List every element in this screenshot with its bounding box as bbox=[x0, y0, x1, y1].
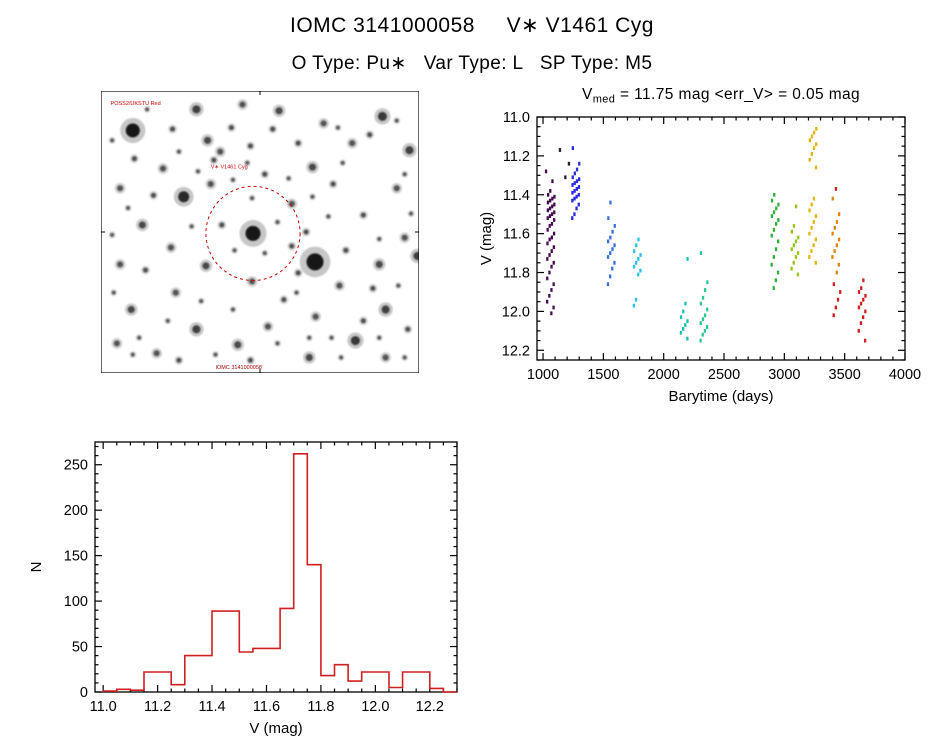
lc-frame bbox=[536, 116, 906, 361]
lc-xtick-label: 1000 bbox=[527, 367, 559, 383]
lc-xtick-label: 3000 bbox=[768, 367, 800, 383]
lc-cluster bbox=[679, 257, 689, 341]
lc-cluster bbox=[544, 169, 556, 316]
hist-ytick-label: 0 bbox=[80, 685, 88, 701]
lc-xtick-label: 1500 bbox=[587, 367, 619, 383]
lc-cluster bbox=[831, 196, 841, 275]
lc-xtick-label: 3500 bbox=[829, 367, 861, 383]
hist-ytick-label: 250 bbox=[64, 458, 88, 474]
hist-xtick-label: 11.2 bbox=[144, 699, 171, 715]
histogram-plot: 11.0 11.2 11.4 11.6 11.8 12.0 12.2 0 50 100 150 200… bbox=[28, 441, 458, 737]
lc-axes: 1000 1500 2000 2500 3000 3500 4000 11.0 11.2 11.4… bbox=[502, 110, 921, 383]
lc-xaxis-label: Barytime (days) bbox=[668, 388, 773, 405]
hist-xtick-label: 11.4 bbox=[198, 699, 225, 715]
lc-point bbox=[558, 148, 562, 152]
hist-axes: 11.0 11.2 11.4 11.6 11.8 12.0 12.2 0 50 100 150 200… bbox=[64, 441, 458, 715]
lc-ytick-label: 12.2 bbox=[502, 343, 530, 359]
page-title: IOMC 3141000058 V∗ V1461 Cyg bbox=[290, 14, 654, 37]
target-circle bbox=[205, 185, 301, 281]
hist-step-outline bbox=[102, 453, 457, 693]
lc-point bbox=[567, 161, 571, 166]
lc-cluster bbox=[832, 187, 842, 318]
lc-ytick-label: 11.2 bbox=[503, 149, 530, 165]
lc-xtick-label: 2500 bbox=[708, 367, 740, 383]
lc-cluster bbox=[699, 251, 709, 343]
starfield bbox=[108, 99, 419, 365]
lc-cluster bbox=[857, 278, 867, 343]
hist-xtick-label: 12.2 bbox=[416, 699, 444, 715]
lc-xtick-label: 2000 bbox=[648, 367, 680, 383]
hist-xaxis-label: V (mag) bbox=[249, 720, 302, 737]
hist-ytick-label: 150 bbox=[64, 549, 88, 565]
lc-ytick-label: 11.8 bbox=[503, 266, 530, 282]
finding-chart-annotation: IOMC 3141000058 bbox=[215, 365, 261, 371]
lightcurve-plot: 1000 1500 2000 2500 3000 3500 4000 11.0 11.2 11.4… bbox=[478, 86, 921, 405]
lc-ytick-label: 11.0 bbox=[503, 110, 530, 126]
lc-ytick-label: 11.4 bbox=[503, 188, 530, 204]
lc-point bbox=[564, 175, 567, 180]
finding-chart: POSS2/UKSTU Red V∗ V1461 Cyg IOMC 31410000… bbox=[101, 91, 419, 373]
hist-xtick-label: 11.0 bbox=[90, 699, 117, 715]
finding-chart-annotation: POSS2/UKSTU Red bbox=[111, 101, 161, 107]
lc-cluster bbox=[808, 126, 818, 265]
lc-cluster bbox=[790, 204, 800, 277]
page-subtitle: O Type: Pu∗ Var Type: L SP Type: M5 bbox=[291, 53, 653, 74]
lc-cluster bbox=[632, 237, 642, 308]
lc-points bbox=[544, 126, 867, 343]
lightcurve-title: Vmed = 11.75 mag <err_V> = 0.05 mag bbox=[582, 86, 860, 106]
lc-cluster bbox=[606, 200, 616, 287]
lc-cluster bbox=[770, 192, 780, 290]
hist-ytick-label: 200 bbox=[64, 503, 88, 519]
hist-xtick-label: 11.6 bbox=[253, 699, 280, 715]
lc-xtick-label: 4000 bbox=[889, 367, 921, 383]
lc-cluster bbox=[571, 146, 581, 220]
lc-yaxis-label: V (mag) bbox=[478, 212, 495, 265]
hist-xtick-label: 12.0 bbox=[361, 699, 389, 715]
hist-frame bbox=[94, 441, 458, 693]
hist-xtick-label: 11.8 bbox=[307, 699, 334, 715]
finding-chart-annotation: V∗ V1461 Cyg bbox=[211, 165, 248, 171]
hist-ytick-label: 100 bbox=[64, 594, 88, 610]
hist-ytick-label: 50 bbox=[72, 640, 88, 656]
hist-yaxis-label: N bbox=[28, 562, 45, 573]
lc-ytick-label: 12.0 bbox=[502, 304, 530, 320]
lc-ytick-label: 11.6 bbox=[503, 227, 530, 243]
